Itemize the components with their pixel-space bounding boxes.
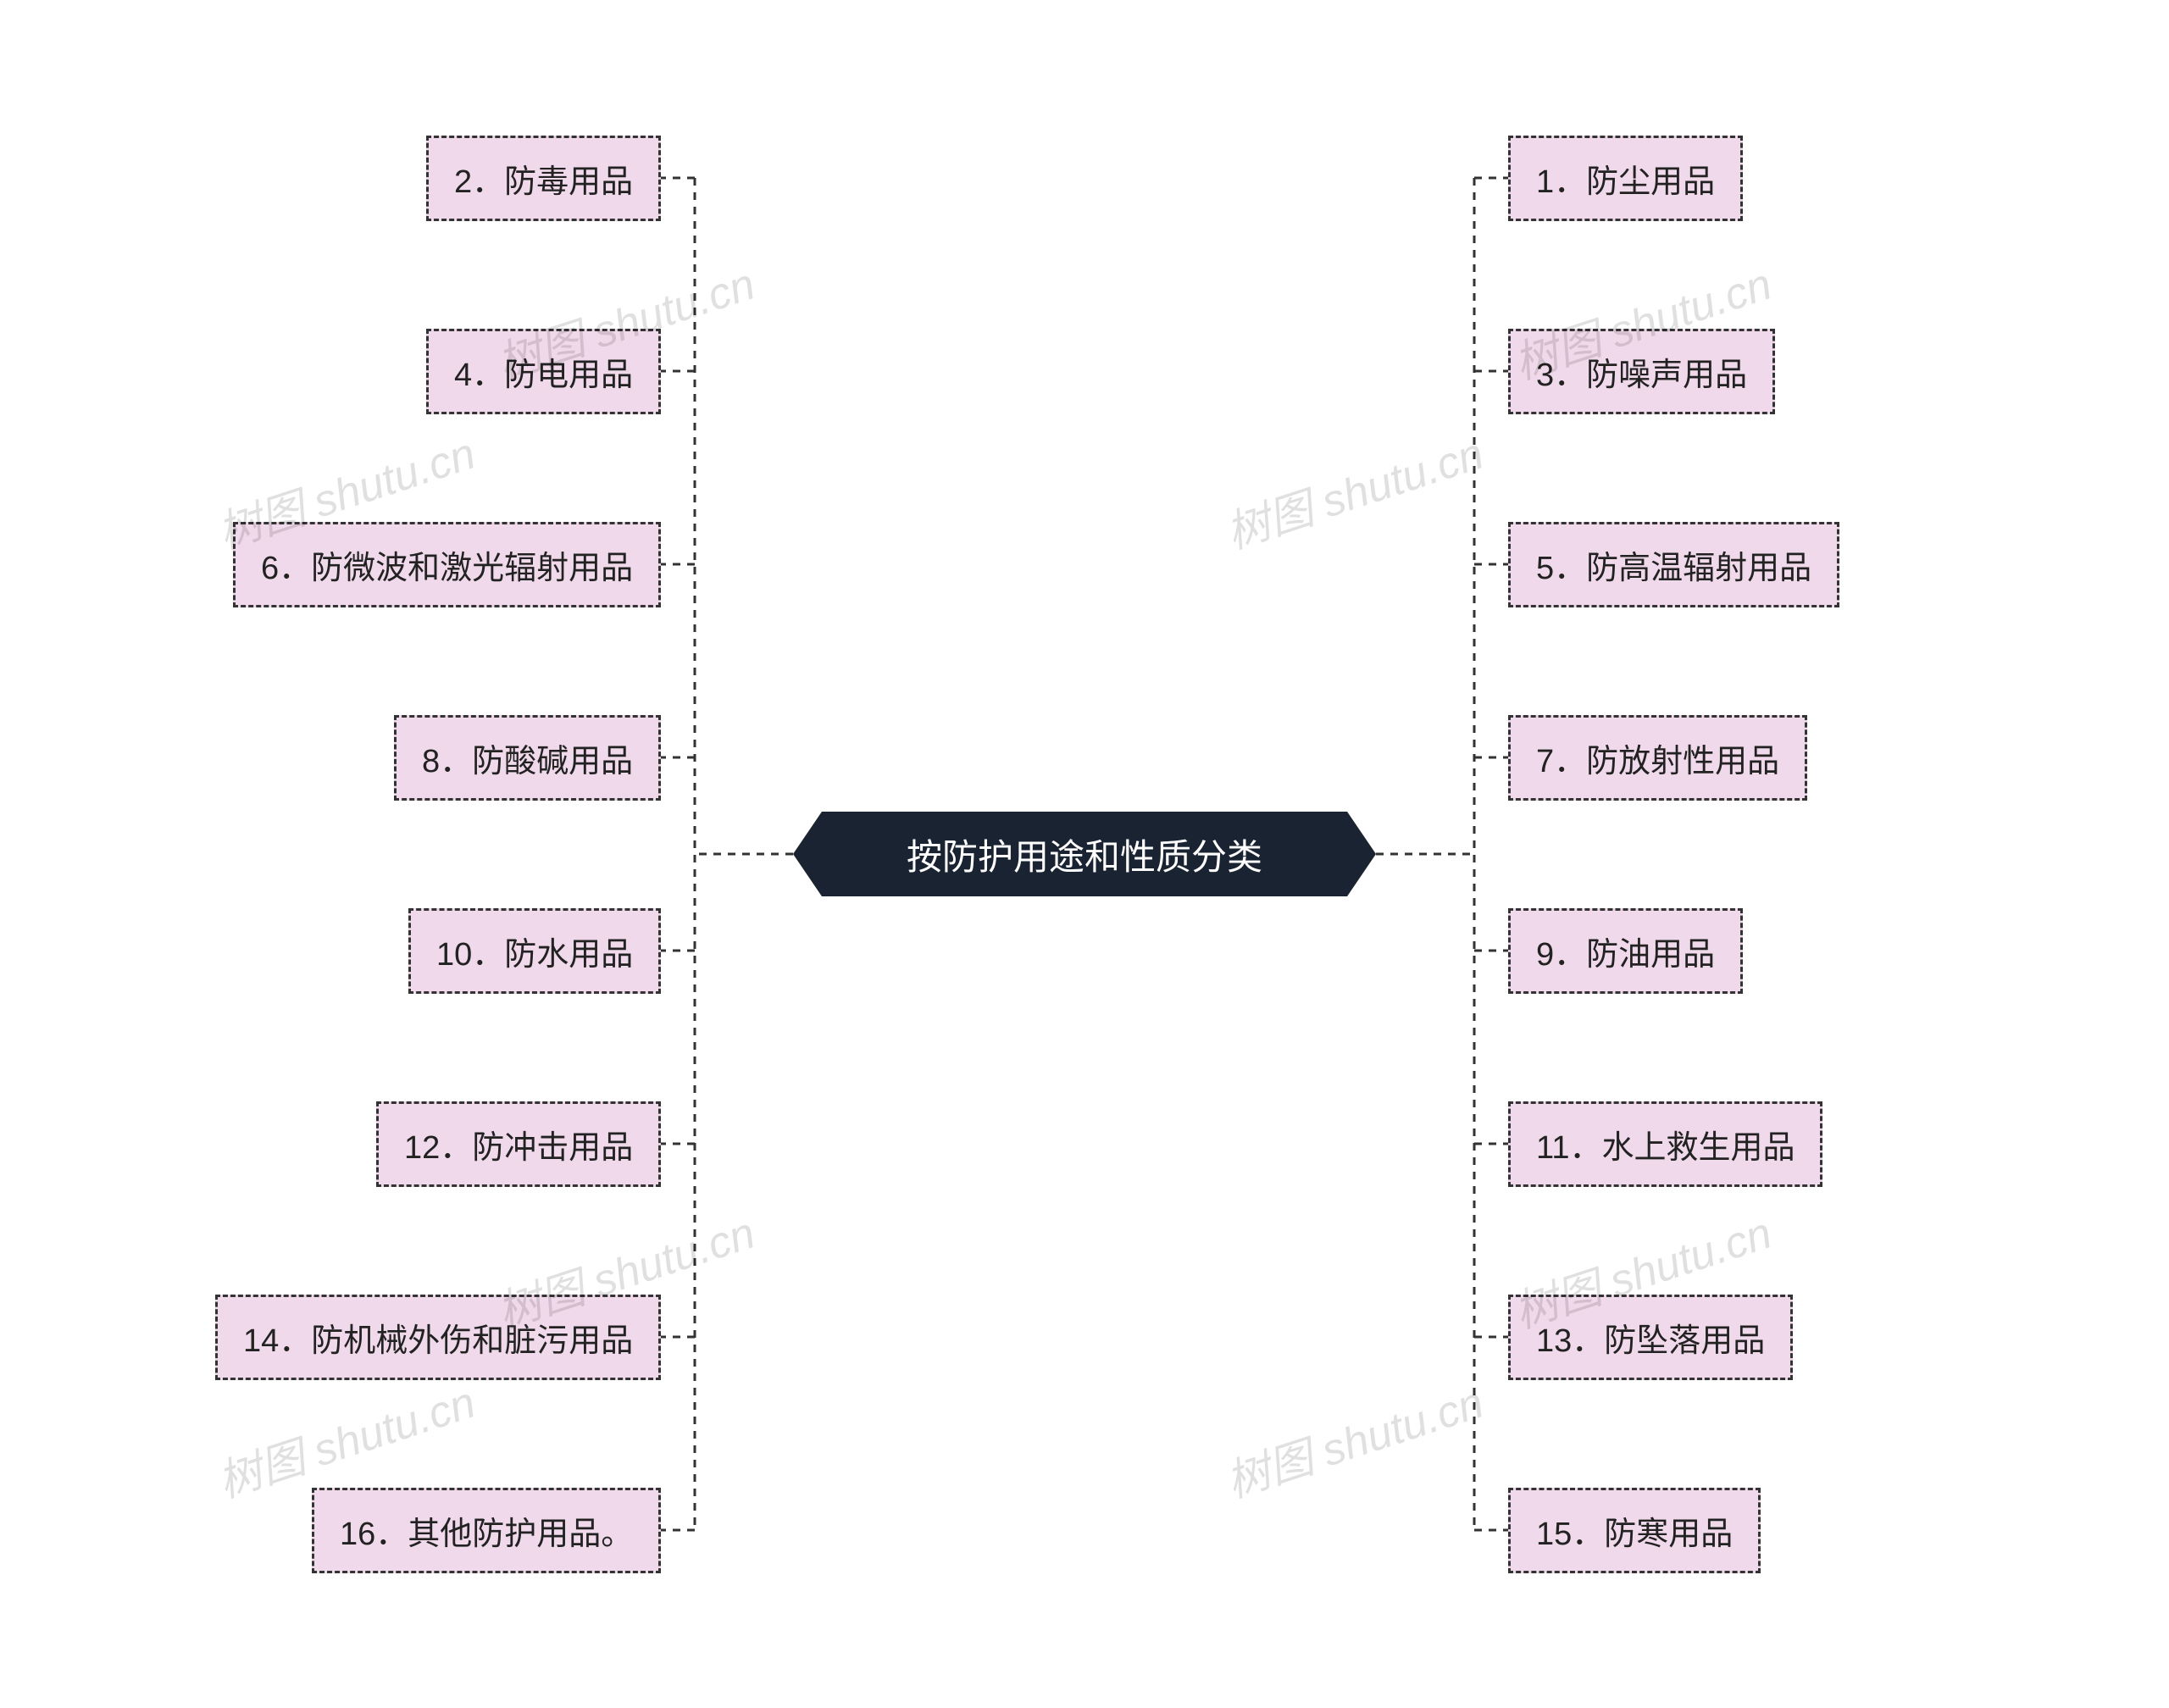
leaf-label: 6．防微波和激光辐射用品 [261, 541, 633, 588]
watermark: 树图 shutu.cn [1217, 418, 1490, 561]
leaf-label: 11．水上救生用品 [1536, 1121, 1795, 1167]
left-leaf-4[interactable]: 10．防水用品 [408, 908, 661, 994]
right-leaf-0[interactable]: 1．防尘用品 [1508, 136, 1743, 221]
right-leaf-3[interactable]: 7．防放射性用品 [1508, 715, 1807, 801]
watermark: 树图 shutu.cn [1217, 1367, 1490, 1510]
leaf-label: 5．防高温辐射用品 [1536, 541, 1811, 588]
right-leaf-1[interactable]: 3．防噪声用品 [1508, 329, 1775, 414]
leaf-label: 2．防毒用品 [454, 155, 633, 202]
center-node[interactable]: 按防护用途和性质分类 [822, 812, 1347, 896]
center-label: 按防护用途和性质分类 [907, 829, 1262, 880]
leaf-label: 1．防尘用品 [1536, 155, 1715, 202]
leaf-label: 12．防冲击用品 [404, 1121, 633, 1167]
right-leaf-4[interactable]: 9．防油用品 [1508, 908, 1743, 994]
left-leaf-3[interactable]: 8．防酸碱用品 [394, 715, 661, 801]
mindmap-canvas: 按防护用途和性质分类 2．防毒用品 4．防电用品 6．防微波和激光辐射用品 8．防酸碱… [0, 0, 2169, 1708]
leaf-label: 14．防机械外伤和脏污用品 [243, 1314, 633, 1361]
left-leaf-1[interactable]: 4．防电用品 [426, 329, 661, 414]
left-leaf-2[interactable]: 6．防微波和激光辐射用品 [233, 522, 661, 607]
right-leaf-5[interactable]: 11．水上救生用品 [1508, 1101, 1822, 1187]
left-leaf-0[interactable]: 2．防毒用品 [426, 136, 661, 221]
left-leaf-6[interactable]: 14．防机械外伤和脏污用品 [215, 1295, 661, 1380]
leaf-label: 13．防坠落用品 [1536, 1314, 1765, 1361]
leaf-label: 4．防电用品 [454, 348, 633, 395]
leaf-label: 16．其他防护用品。 [340, 1507, 633, 1554]
left-leaf-7[interactable]: 16．其他防护用品。 [312, 1488, 661, 1573]
right-leaf-6[interactable]: 13．防坠落用品 [1508, 1295, 1793, 1380]
leaf-label: 7．防放射性用品 [1536, 735, 1779, 781]
right-leaf-7[interactable]: 15．防寒用品 [1508, 1488, 1761, 1573]
left-leaf-5[interactable]: 12．防冲击用品 [376, 1101, 661, 1187]
leaf-label: 15．防寒用品 [1536, 1507, 1733, 1554]
leaf-label: 3．防噪声用品 [1536, 348, 1747, 395]
right-leaf-2[interactable]: 5．防高温辐射用品 [1508, 522, 1839, 607]
leaf-label: 10．防水用品 [436, 928, 633, 974]
leaf-label: 9．防油用品 [1536, 928, 1715, 974]
leaf-label: 8．防酸碱用品 [422, 735, 633, 781]
